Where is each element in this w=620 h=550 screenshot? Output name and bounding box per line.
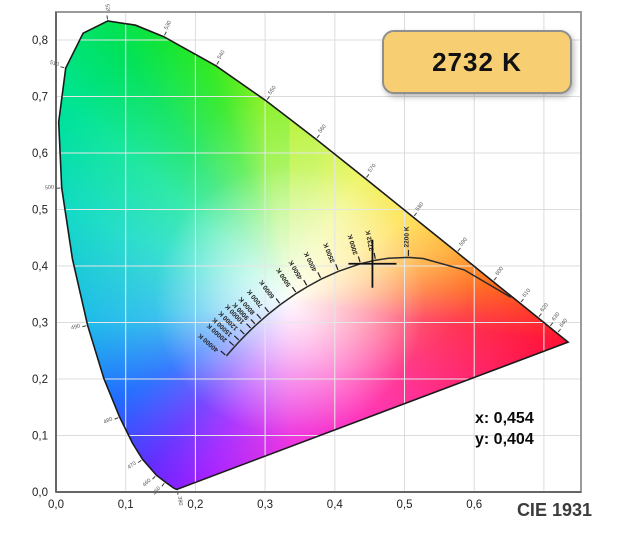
y-axis-tick-label: 0,3 [32,318,48,330]
wavelength-tick [266,96,270,100]
wavelength-tick [493,276,497,281]
temperature-tick [275,298,281,304]
temperature-tick [228,340,235,346]
y-axis-tick-label: 0,6 [32,148,48,160]
readout-x: x: 0,454 [475,410,534,427]
diagram-caption: CIE 1931 [516,500,592,520]
temperature-tick [373,252,376,259]
wavelength-tick [316,134,320,139]
temperature-tick [291,286,297,293]
xy-readout: x: 0,454 y: 0,404 [475,408,534,450]
wavelength-tick [161,482,165,487]
wavelength-tick-label: 490 [70,323,80,331]
wavelength-tick-label: 640 [559,318,569,329]
temperature-tick-label: 5000 K [275,266,293,288]
temperature-tick [256,313,262,320]
wavelength-tick-label: 510 [49,60,59,68]
wavelength-tick-label: 380 [176,496,183,506]
cct-badge: 2732 K [382,30,572,94]
axis-tick-labels: 0,0 0,1 0,2 0,3 0,4 0,5 0,6 0,0 0,1 0,2 0,3 0,4 0,5 0… [32,35,482,511]
wavelength-tick-label: 630 [551,312,561,323]
x-axis-tick-label: 0,3 [257,499,273,511]
wavelength-tick [152,475,156,480]
wavelength-tick-label: 480 [103,416,114,425]
wavelength-tick [538,313,542,317]
x-axis-tick-label: 0,6 [466,499,482,511]
wavelength-tick-label: 540 [217,50,227,61]
temperature-tick [233,335,240,341]
wavelength-tick-label: 590 [458,237,468,248]
wavelength-tick [457,247,461,252]
x-axis-tick-label: 0,4 [327,499,344,511]
y-axis-tick-label: 0,8 [32,35,48,47]
grid-lines [56,12,581,492]
y-axis-tick-label: 0,2 [32,374,48,386]
wavelength-tick [413,212,418,217]
planckian-locus [225,256,512,357]
wavelength-tick-label: 610 [522,288,532,299]
wavelength-tick [216,60,220,65]
wavelength-tick-label: 520 [103,4,110,14]
wavelength-tick [520,298,524,303]
temperature-tick-label: 2732 K [365,229,376,251]
wavelength-tick [106,15,109,20]
wavelength-tick [137,459,142,464]
wavelength-tick [164,31,167,36]
wavelength-tick-label: 460 [142,478,153,489]
y-axis-tick-label: 0,5 [32,205,48,217]
temperature-tick-label: 4500 K [288,258,305,280]
temperature-tick [246,323,252,329]
y-axis-tick-label: 0,7 [32,92,48,104]
temperature-tick-label: 3000 K [347,233,360,255]
wavelength-tick [549,322,554,327]
y-axis-tick-label: 0,0 [32,487,48,499]
x-axis-tick-label: 0,0 [48,499,64,511]
x-axis-tick-label: 0,2 [187,499,203,511]
x-axis-tick-label: 0,5 [397,499,413,511]
temperature-tick-label: 2200 K [404,226,411,247]
wavelength-tick [114,417,119,420]
wavelength-tick-label: 600 [495,266,505,277]
wavelength-tick-label: 530 [164,20,173,31]
wavelength-tick [60,66,65,69]
temperature-tick [303,279,308,286]
wavelength-tick-label: 470 [127,461,138,471]
measurement-crosshair [348,239,397,288]
wavelength-tick [366,173,370,178]
y-axis-tick-label: 0,4 [32,261,49,273]
temperature-tick [250,319,256,325]
temperature-tick [357,256,361,263]
wavelength-tick-label: 550 [267,85,277,96]
wavelength-tick-label: 580 [415,202,425,213]
wavelength-tick [82,325,87,328]
temperature-tick [335,264,339,271]
wavelength-tick-label: 620 [540,302,550,313]
temperature-tick-label: 6000 K [258,278,276,299]
wavelength-tick [557,328,561,333]
wavelength-tick-label: 500 [45,185,55,192]
wavelength-tick-label: 570 [367,163,377,174]
temperature-tick [239,329,245,335]
temperature-tick [220,350,226,356]
temperature-tick-label: 4000 K [303,250,319,272]
x-axis-tick-label: 0,1 [118,499,134,511]
temperature-tick [317,272,322,279]
temperature-tick [264,306,270,313]
spectral-locus-outline [57,20,570,491]
y-axis-tick-label: 0,1 [32,431,48,443]
wavelength-tick-label: 560 [317,124,327,135]
readout-y: y: 0,404 [475,431,534,448]
